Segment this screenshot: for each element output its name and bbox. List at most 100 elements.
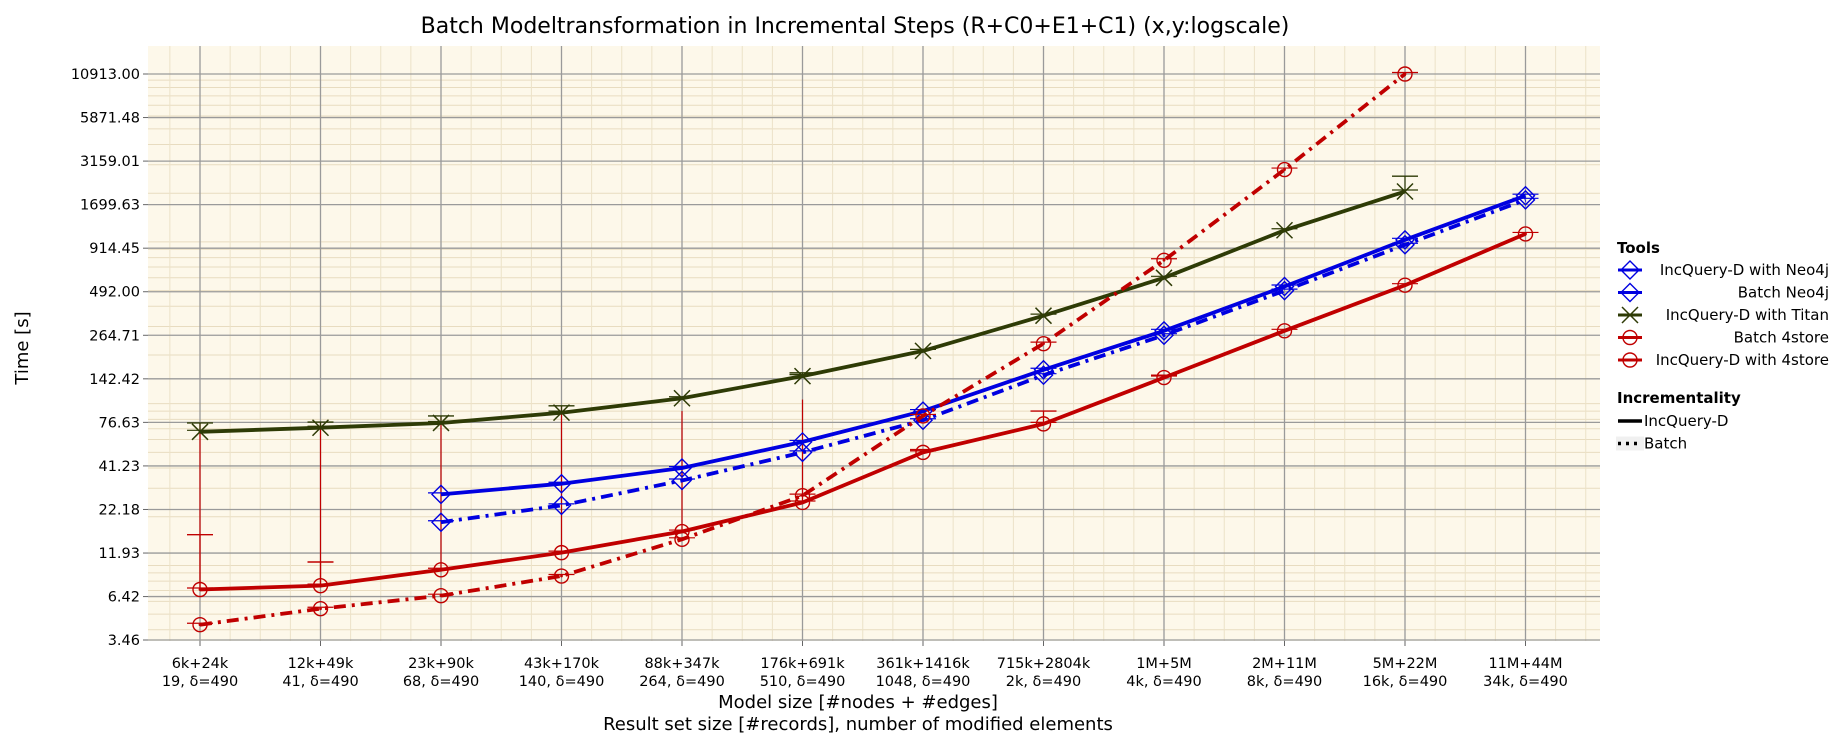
data-point [1622,329,1638,346]
legend-label: IncQuery-D with 4store [1656,351,1829,369]
data-point [1515,189,1536,210]
data-point [1621,306,1639,324]
x-tick-sublabel: 510, δ=490 [760,674,846,690]
data-point [1395,229,1415,250]
y-tick-label: 142.42 [89,372,140,388]
x-axis-title: Model size [#nodes + #edges] [718,692,998,713]
series-batch-4store [187,226,1539,598]
legend-item: IncQuery-D with Titan [1618,306,1829,324]
y-tick-label: 264.71 [89,328,140,344]
legend-item: IncQuery-D with 4store [1618,351,1829,369]
legend-title: Tools [1617,239,1660,257]
data-point [431,512,451,533]
data-point-center [1283,168,1286,171]
data-point [553,568,570,584]
data-point [192,617,208,633]
chart-title: Batch Modeltransformation in Incremental… [421,14,1290,39]
x-tick-label: 361k+1416k [876,656,970,672]
data-point-center [560,574,563,578]
y-tick-label: 6.42 [108,590,140,606]
data-point [1154,320,1174,341]
series-incquery-d-with-titan [187,175,1418,441]
legend-label: IncQuery-D with Titan [1666,306,1829,324]
x-tick-label: 5M+22M [1373,656,1438,672]
x-tick-label: 43k+170k [524,656,600,672]
legend-label: Batch Neo4j [1738,284,1829,302]
x-tick-label: 23k+90k [408,656,474,672]
series-line [199,232,1527,592]
legend-label: Batch 4store [1734,329,1829,347]
data-point [551,473,572,494]
legend-item: Batch 4store [1618,329,1829,347]
data-point [1154,325,1174,346]
data-point [1622,352,1638,368]
data-point [1033,359,1054,380]
y-tick-label: 492.00 [89,285,140,301]
data-point [672,470,692,491]
plot-background [148,46,1600,641]
data-point [914,342,932,360]
data-point [1620,282,1640,303]
legend: Tools Incrementality IncQuery-D with Neo… [1616,239,1829,453]
x-tick-sublabel: 8k, δ=490 [1247,674,1323,690]
data-point [915,408,931,424]
x-tick-sublabel: 4k, δ=490 [1126,674,1202,690]
data-point-center [1628,358,1632,362]
x-tick-sublabel: 264, δ=490 [639,674,725,690]
x-tick-sublabel: 16k, δ=490 [1363,674,1448,690]
x-tick-sublabel: 2k, δ=490 [1006,674,1082,690]
data-point [792,442,813,463]
data-point-center [1628,336,1632,339]
y-tick-label: 1699.63 [80,198,140,214]
data-point-center [1403,72,1407,76]
x-tick-sublabel: 68, δ=490 [403,674,479,690]
data-point [1274,280,1295,301]
data-point [1620,260,1640,280]
legend-item: Batch [1616,435,1687,453]
data-point [794,487,811,504]
x-tick-label: 88k+347k [644,656,720,672]
data-point [1515,185,1536,206]
data-point [1395,234,1415,255]
data-point [1274,276,1295,297]
data-point-center [921,414,925,418]
data-point [1397,66,1413,82]
data-point [1156,252,1172,268]
y-tick-label: 5871.48 [80,111,140,127]
data-point-center [319,607,322,611]
series-line [440,193,1527,497]
data-point-center [439,568,443,572]
y-tick-label: 11.93 [98,546,140,562]
data-point [674,531,690,548]
legend-label: Batch [1644,435,1687,453]
series-incquery-d-with-4store [187,66,1418,633]
legend-label: IncQuery-D [1644,412,1728,430]
y-axis-title: Time [s] [12,311,33,385]
series-layer [187,66,1539,633]
x-tick-label: 2M+11M [1252,656,1317,672]
x-tick-label: 176k+691k [760,656,845,672]
legend-item: IncQuery-D [1618,412,1728,430]
data-point [312,601,329,617]
data-point [1276,161,1293,178]
y-tick-label: 3.46 [108,633,140,649]
data-point [553,544,570,561]
data-point [672,458,692,479]
x-tick-sublabel: 1048, δ=490 [876,674,971,690]
data-point-center [1042,342,1045,346]
data-point [1517,226,1534,242]
data-point-center [1524,232,1527,236]
y-tick-label: 914.45 [89,241,140,257]
data-point [1397,277,1413,293]
data-point-center [1403,283,1407,287]
data-point [432,414,450,432]
data-point [913,410,933,431]
data-point-center [560,551,563,555]
data-point [673,389,691,407]
data-point [191,423,209,441]
data-point [1035,335,1052,352]
legend-item: Batch Neo4j [1618,282,1829,303]
data-point [1155,269,1173,287]
x-tick-label: 6k+24k [172,656,229,672]
